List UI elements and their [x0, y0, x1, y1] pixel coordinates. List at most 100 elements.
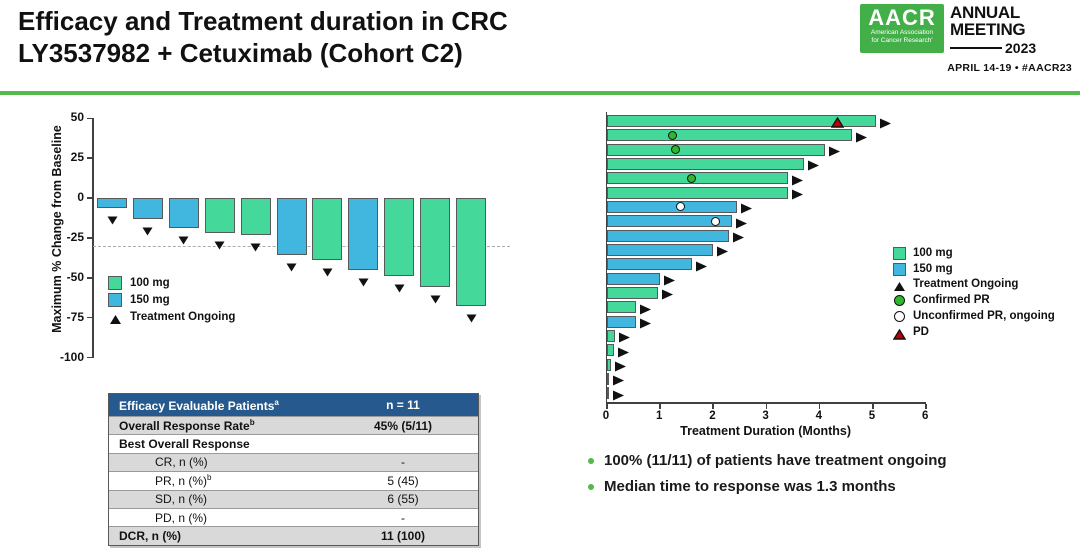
- treatment-ongoing-arrow-icon: [639, 316, 652, 329]
- key-finding-text: Median time to response was 1.3 months: [604, 478, 896, 495]
- swimmer-bar: [607, 215, 733, 228]
- efficacy-table-row: SD, n (%) 6 (55): [109, 489, 478, 508]
- swimmer-bar: [607, 172, 788, 185]
- key-finding-text: 100% (11/11) of patients have treatment …: [604, 452, 947, 469]
- swimmer-bar: [607, 143, 826, 156]
- waterfall-bar: [240, 198, 271, 235]
- treatment-ongoing-arrow-icon: [791, 187, 804, 200]
- footnote-superscript: a: [274, 397, 279, 407]
- confirmed-pr-marker-icon: [668, 130, 677, 140]
- slide-title-line1: Efficacy and Treatment duration in CRC: [18, 6, 508, 36]
- swimmer-x-tick-label: 0: [602, 410, 610, 422]
- efficacy-table-row-value: 45% (5/11): [373, 418, 433, 433]
- efficacy-table-row: CR, n (%) -: [109, 452, 478, 472]
- efficacy-table-row: PR, n (%)b 5 (45): [109, 471, 478, 489]
- efficacy-table-row-label: Overall Response Rateb: [119, 418, 255, 434]
- footnote-superscript: b: [207, 473, 212, 483]
- treatment-ongoing-marker-icon: [322, 264, 333, 277]
- waterfall-bar: [97, 198, 127, 208]
- swimmer-x-tick-label: 5: [868, 410, 876, 422]
- waterfall-legend-label: Treatment Ongoing: [130, 311, 236, 323]
- waterfall-y-tick-label: -100: [59, 349, 84, 364]
- treatment-ongoing-arrow-icon: [639, 302, 652, 315]
- annual-meeting-line2: MEETING: [950, 19, 1026, 39]
- swimmer-bar: [607, 286, 658, 299]
- efficacy-table-row-value: 11 (100): [380, 529, 426, 544]
- efficacy-table-row-label: SD, n (%): [155, 492, 208, 507]
- swimmer-x-axis-line: [606, 402, 927, 404]
- swimmer-x-tick-mark: [818, 403, 821, 409]
- bullet-dot-icon: [588, 458, 594, 464]
- treatment-ongoing-arrow-icon: [663, 273, 676, 286]
- swimmer-x-tick-label: 1: [655, 410, 663, 422]
- legend-swatch-150mg: [893, 262, 906, 276]
- efficacy-table-row-label: CR, n (%): [155, 455, 208, 470]
- treatment-ongoing-arrow-icon: [807, 158, 820, 171]
- efficacy-table-row: PD, n (%) -: [109, 507, 478, 526]
- swimmer-bar: [607, 243, 714, 256]
- swimmer-bar: [607, 372, 610, 385]
- swimmer-y-axis-line: [606, 112, 607, 402]
- waterfall-bar: [348, 198, 379, 270]
- efficacy-table-header-row: Efficacy Evaluable Patientsa n = 11: [109, 394, 478, 416]
- confirmed-pr-legend-icon: [894, 295, 905, 307]
- treatment-ongoing-arrow-icon: [614, 359, 627, 372]
- treatment-ongoing-marker-icon: [466, 310, 477, 323]
- aacr-logo-org-line2: for Cancer Research': [871, 37, 933, 45]
- waterfall-bar: [312, 198, 343, 261]
- swimmer-bar: [607, 200, 738, 213]
- waterfall-y-tick-label: 50: [70, 110, 84, 125]
- swimmer-bar: [607, 229, 730, 242]
- legend-swatch-100mg: [108, 276, 122, 290]
- treatment-ongoing-marker-icon: [107, 212, 118, 225]
- waterfall-y-tick-label: -25: [66, 229, 84, 244]
- treatment-ongoing-marker-icon: [214, 237, 225, 250]
- aacr-logo: AACR American Association for Cancer Res…: [860, 4, 944, 53]
- waterfall-bar: [384, 198, 415, 277]
- swimmer-legend-label: PD: [913, 325, 929, 338]
- swimmer-x-tick-label: 6: [921, 410, 929, 422]
- waterfall-bar: [420, 198, 451, 288]
- efficacy-table-row-label: DCR, n (%): [119, 529, 181, 544]
- unconfirmed-pr-marker-icon: [675, 202, 685, 212]
- treatment-ongoing-marker-icon: [394, 280, 405, 293]
- waterfall-y-tick-mark: [87, 197, 92, 199]
- swimmer-x-tick-label: 4: [815, 410, 822, 422]
- aacr-logo-block: AACR American Association for Cancer Res…: [860, 4, 1072, 74]
- treatment-ongoing-arrow-icon: [879, 116, 892, 128]
- swimmer-bar: [607, 129, 852, 142]
- treatment-ongoing-arrow-icon: [618, 330, 631, 343]
- confirmed-pr-marker-icon: [670, 145, 680, 155]
- swimmer-legend-label: 100 mg: [913, 247, 953, 259]
- swimmer-legend-label: 150 mg: [913, 262, 953, 275]
- waterfall-y-tick-label: -50: [66, 269, 84, 284]
- year-dash: [950, 47, 1002, 50]
- legend-swatch-100mg: [893, 247, 906, 260]
- treatment-ongoing-arrow-icon: [855, 130, 868, 143]
- header-divider-rule: [0, 91, 1080, 95]
- swimmer-bar: [607, 344, 614, 357]
- treatment-ongoing-marker-icon: [178, 232, 189, 245]
- swimmer-legend-label: Confirmed PR: [913, 294, 990, 307]
- swimmer-x-tick-mark: [765, 403, 768, 409]
- bullet-dot-icon: [588, 484, 594, 490]
- efficacy-table-row-value: 6 (55): [387, 492, 419, 507]
- meeting-dates: APRIL 14-19 • #AACR23: [947, 62, 1072, 75]
- swimmer-legend-label: Unconfirmed PR, ongoing: [913, 309, 1055, 322]
- swimmer-x-tick-mark: [925, 403, 927, 409]
- waterfall-bar: [456, 198, 486, 307]
- swimmer-x-axis-title: Treatment Duration (Months): [680, 424, 852, 438]
- treatment-ongoing-legend-icon: [109, 312, 122, 330]
- treatment-ongoing-arrow-icon: [732, 230, 745, 243]
- waterfall-bar: [276, 198, 307, 256]
- treatment-ongoing-marker-icon: [286, 259, 297, 272]
- waterfall-bar: [168, 198, 199, 229]
- swimmer-x-tick-mark: [712, 403, 714, 409]
- swimmer-x-tick-mark: [872, 403, 874, 409]
- efficacy-table-row-value: -: [401, 455, 405, 470]
- swimmer-bar: [607, 387, 610, 400]
- waterfall-y-tick-mark: [87, 237, 92, 239]
- meeting-year: 2023: [1005, 40, 1037, 57]
- treatment-ongoing-arrow-icon: [612, 373, 625, 386]
